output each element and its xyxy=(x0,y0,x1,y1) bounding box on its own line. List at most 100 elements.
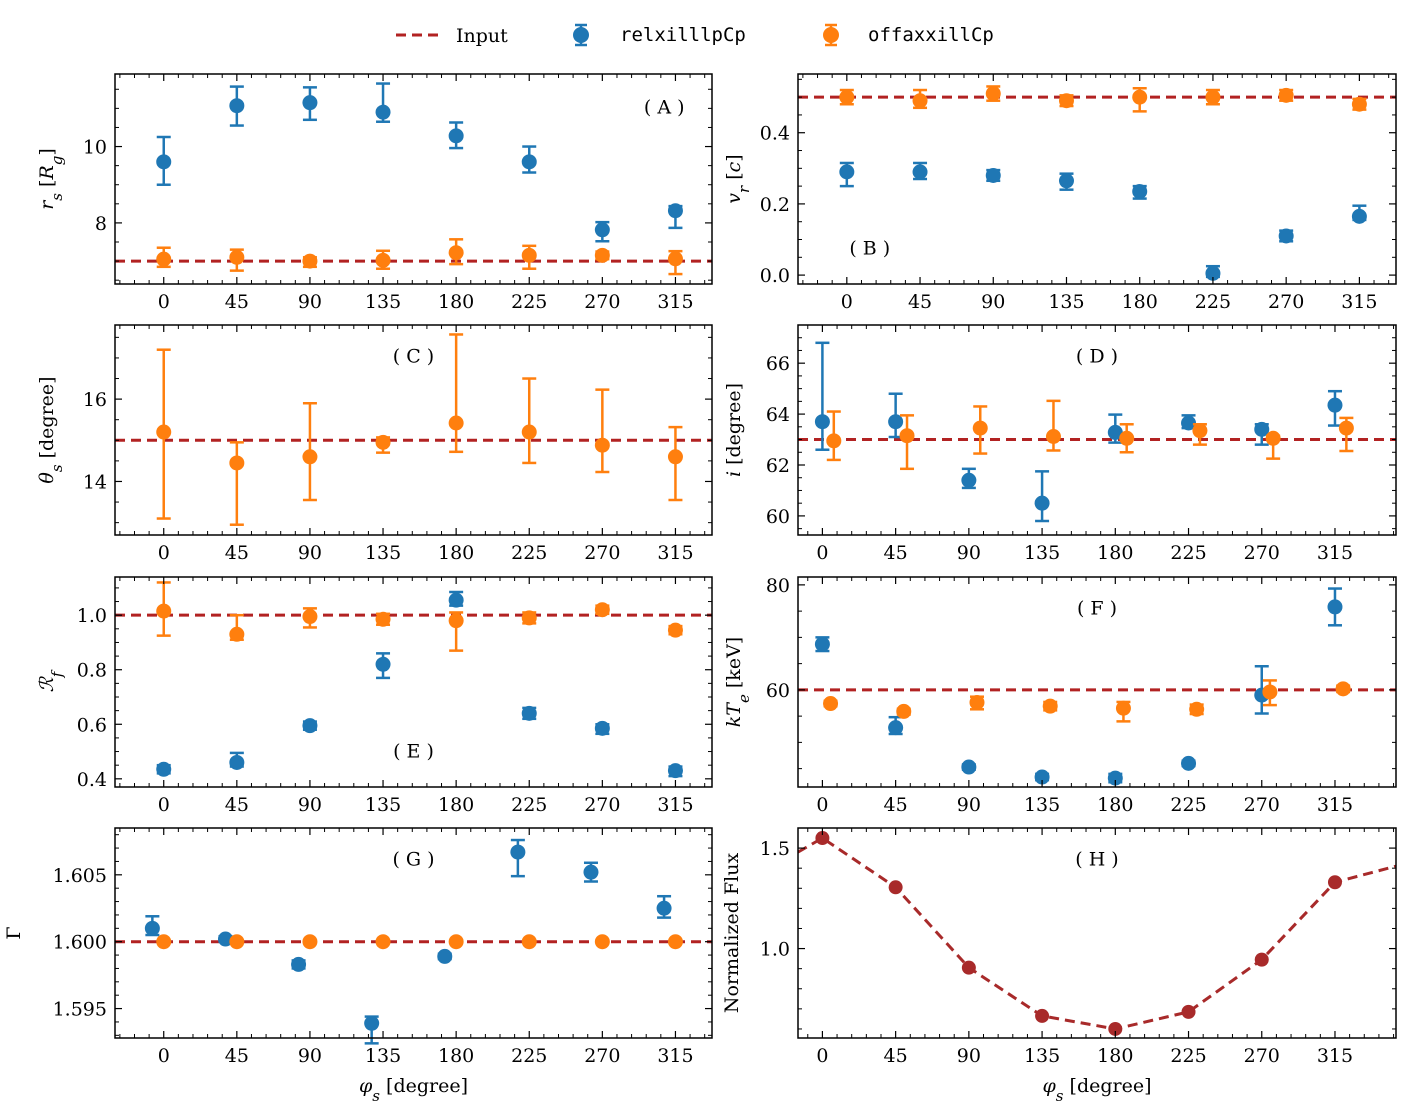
series-b-point-A-6 xyxy=(594,247,610,263)
series-b-point-B-5 xyxy=(1205,88,1221,106)
series-a-point-E-6 xyxy=(594,720,610,736)
x-axis-label-H: φs [degree] xyxy=(1042,1075,1151,1105)
flux-point-5 xyxy=(1181,1004,1196,1019)
flux-point-4 xyxy=(1108,1021,1123,1036)
series-a-point-D-6 xyxy=(1254,421,1270,446)
x-tick-label-D: 0 xyxy=(816,542,828,564)
series-a-point-A-0 xyxy=(156,135,172,186)
x-tick-label-D: 135 xyxy=(1024,542,1060,564)
series-a-point-F-5 xyxy=(1181,755,1197,771)
flux-point-2 xyxy=(961,960,976,975)
panel-tag-A: ( A ) xyxy=(644,97,685,119)
series-b-point-E-5 xyxy=(521,610,537,626)
series-a-point-B-2 xyxy=(985,167,1001,183)
series-a-point-F-7 xyxy=(1327,587,1343,627)
x-tick-label-G: 45 xyxy=(225,1045,249,1067)
y-axis-label-F: kTe [keV] xyxy=(723,637,753,727)
series-a-point-D-5 xyxy=(1181,414,1197,431)
series-a-point-E-3 xyxy=(375,652,391,680)
series-b-point-G-5 xyxy=(521,934,537,950)
series-b-point-D-7 xyxy=(1338,416,1354,453)
series-a-point-A-2 xyxy=(302,86,318,122)
legend-series-b-label: offaxxillCp xyxy=(868,24,994,46)
series-b-point-F-0 xyxy=(823,696,839,712)
series-a-point-B-3 xyxy=(1058,172,1074,191)
x-tick-label-H: 45 xyxy=(884,1045,908,1067)
x-tick-label-E: 315 xyxy=(657,794,693,816)
y-tick-label-B: 0.2 xyxy=(760,194,790,216)
y-tick-label-C: 16 xyxy=(83,389,107,411)
series-b-point-E-3 xyxy=(375,611,391,627)
panel-tag-H: ( H ) xyxy=(1075,849,1118,871)
axes-frame-E xyxy=(114,576,713,788)
x-axis-label-G: φs [degree] xyxy=(359,1075,468,1105)
y-axis-label-A: rs [Rg] xyxy=(36,148,66,210)
series-a-point-E-1 xyxy=(229,751,245,770)
x-tick-label-E: 90 xyxy=(298,794,322,816)
series-a-point-G-0 xyxy=(144,915,160,937)
panel-tag-F: ( F ) xyxy=(1077,598,1117,620)
series-a-point-D-7 xyxy=(1327,389,1343,427)
series-a-point-D-0 xyxy=(814,341,830,451)
series-a-point-B-4 xyxy=(1132,183,1148,200)
y-tick-label-G: 1.595 xyxy=(53,999,107,1021)
series-b-point-E-1 xyxy=(229,613,245,642)
y-tick-label-G: 1.605 xyxy=(53,865,107,887)
x-tick-label-G: 90 xyxy=(298,1045,322,1067)
panel-H: 0 45 90 135 180 225 270 315 1.0 1.5 Normalized Flu… xyxy=(721,827,1397,1105)
y-tick-label-A: 8 xyxy=(95,213,107,235)
series-a-point-G-7 xyxy=(656,894,672,919)
x-tick-label-D: 270 xyxy=(1244,542,1280,564)
legend: Input relxilllpCp offaxxillCp xyxy=(396,23,994,47)
series-a-point-G-2 xyxy=(291,956,307,972)
x-tick-label-F: 315 xyxy=(1317,794,1353,816)
series-a-point-F-4 xyxy=(1107,770,1123,786)
y-axis-label-C: θs [degree] xyxy=(36,376,66,483)
series-b-point-F-7 xyxy=(1335,681,1351,697)
axes-frame-B xyxy=(797,73,1397,285)
y-axis-label-D: i [degree] xyxy=(723,383,745,477)
x-tick-label-G: 0 xyxy=(158,1045,170,1067)
series-b-point-G-7 xyxy=(667,934,683,950)
series-b-point-D-4 xyxy=(1119,423,1135,454)
x-tick-label-C: 45 xyxy=(225,542,249,564)
panel-G: 0 45 90 135 180 225 270 315 1.595 1.600 1.605 Γφs [… xyxy=(3,827,713,1105)
y-tick-label-D: 62 xyxy=(766,455,790,477)
series-b-point-A-7 xyxy=(667,249,683,276)
series-b-point-G-0 xyxy=(156,934,172,950)
series-b-point-E-7 xyxy=(667,622,683,638)
panel-B: 0 45 90 135 180 225 270 315 0.0 0.2 0.4 vr [c] ( B ) xyxy=(723,73,1397,313)
panel-tag-B: ( B ) xyxy=(849,237,890,259)
x-tick-label-H: 315 xyxy=(1317,1045,1353,1067)
x-tick-label-A: 180 xyxy=(438,291,474,313)
flux-point-0 xyxy=(815,831,830,846)
x-tick-label-C: 135 xyxy=(365,542,401,564)
series-b-point-C-6 xyxy=(594,388,610,474)
series-b-point-B-2 xyxy=(985,85,1001,102)
axes-frame-F xyxy=(797,576,1397,788)
y-tick-label-H: 1.5 xyxy=(760,838,790,860)
x-tick-label-C: 90 xyxy=(298,542,322,564)
y-axis-label-B: vr [c] xyxy=(723,154,753,203)
series-b-point-G-4 xyxy=(448,934,464,950)
y-axis-label-H: Normalized Flux xyxy=(721,853,743,1014)
series-b-point-F-4 xyxy=(1115,700,1131,723)
series-a-point-F-1 xyxy=(888,715,904,736)
series-b-point-C-0 xyxy=(156,348,172,520)
panel-tag-E: ( E ) xyxy=(393,740,434,762)
x-tick-label-E: 270 xyxy=(584,794,620,816)
x-tick-label-A: 45 xyxy=(225,291,249,313)
x-tick-label-B: 90 xyxy=(981,291,1005,313)
series-a-point-D-2 xyxy=(961,467,977,490)
series-b-point-C-5 xyxy=(521,377,537,465)
x-tick-label-H: 225 xyxy=(1170,1045,1206,1067)
series-b-point-G-3 xyxy=(375,934,391,950)
y-tick-label-C: 14 xyxy=(83,471,107,493)
x-tick-label-E: 180 xyxy=(438,794,474,816)
series-a-point-B-6 xyxy=(1278,228,1294,244)
series-b-point-F-5 xyxy=(1189,701,1205,717)
series-a-point-B-7 xyxy=(1351,204,1367,224)
y-tick-label-F: 60 xyxy=(766,680,790,702)
legend-input-label: Input xyxy=(456,25,508,47)
x-tick-label-A: 270 xyxy=(584,291,620,313)
